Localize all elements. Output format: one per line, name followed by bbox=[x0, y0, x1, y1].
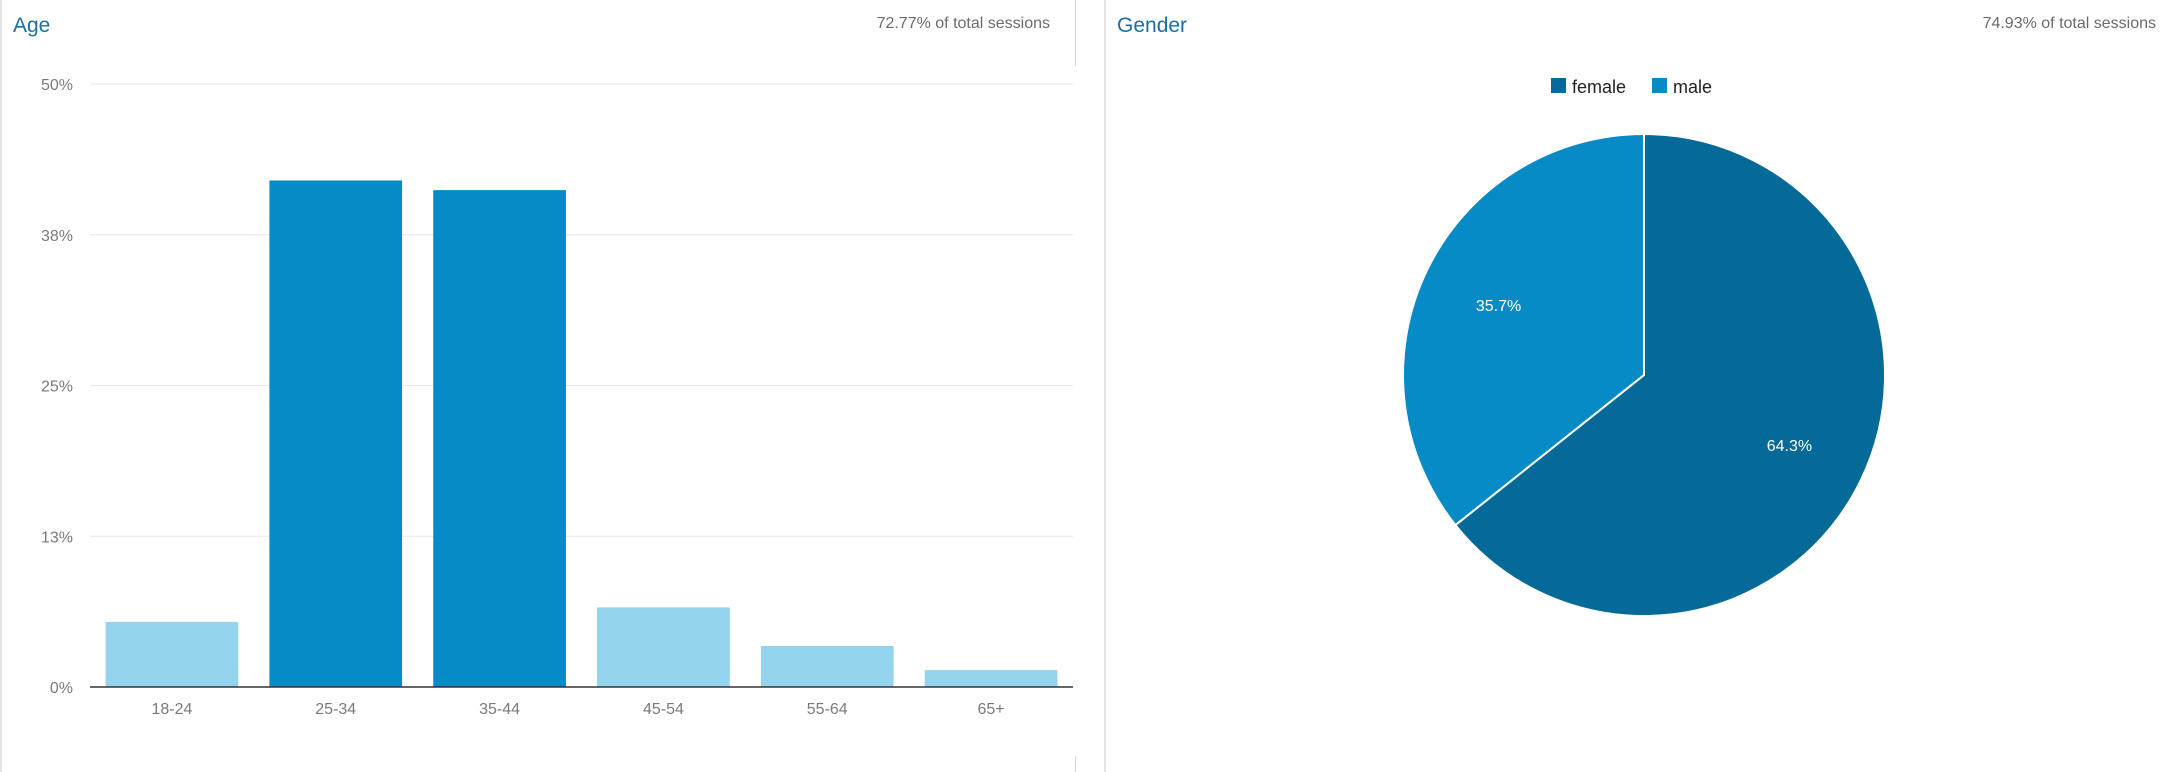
gender-subtitle: 74.93% of total sessions bbox=[1982, 15, 2156, 32]
y-tick-label: 38% bbox=[41, 228, 73, 245]
gender-panel: Gender 74.93% of total sessions female ma… bbox=[1104, 0, 2178, 772]
panel-divider-top bbox=[1075, 0, 1076, 66]
legend-label-female[interactable]: female bbox=[1572, 77, 1626, 97]
bar-45-54[interactable] bbox=[597, 607, 730, 687]
bar-55-64[interactable] bbox=[760, 645, 894, 687]
age-bar-chart: 0% 13% 25% 38% 50% 18-24 25-34 35-44 45-54 55-64 6… bbox=[41, 77, 1073, 718]
legend-label-male[interactable]: male bbox=[1673, 77, 1712, 97]
pie-slice-male[interactable] bbox=[1402, 132, 1645, 527]
age-title: Age bbox=[13, 14, 51, 37]
bar-35-44[interactable] bbox=[433, 190, 566, 688]
legend-swatch-male bbox=[1652, 78, 1667, 93]
pie-value-label: 64.3% bbox=[1767, 438, 1812, 455]
pie-value-label: 35.7% bbox=[1476, 298, 1521, 315]
gender-pie-chart: female male 64.3% 35.7% bbox=[1402, 77, 1886, 617]
y-tick-label: 25% bbox=[41, 379, 73, 396]
x-tick-label: 45-54 bbox=[643, 701, 684, 718]
x-tick-label: 35-44 bbox=[479, 701, 520, 718]
y-tick-label: 0% bbox=[50, 680, 73, 697]
pie-slice-female[interactable] bbox=[1454, 132, 1886, 617]
panel-divider-bottom bbox=[1075, 756, 1076, 772]
age-subtitle: 72.77% of total sessions bbox=[876, 15, 1050, 32]
x-tick-label: 65+ bbox=[978, 701, 1005, 718]
bar-65+[interactable] bbox=[924, 670, 1058, 687]
legend-swatch-female bbox=[1551, 78, 1566, 93]
age-panel: Age 72.77% of total sessions 0% 13% 25% 38%… bbox=[0, 0, 1076, 772]
x-tick-label: 18-24 bbox=[151, 701, 192, 718]
x-tick-label: 25-34 bbox=[315, 701, 356, 718]
bar-25-34[interactable] bbox=[269, 180, 403, 688]
x-tick-label: 55-64 bbox=[807, 701, 848, 718]
gender-title: Gender bbox=[1117, 14, 1188, 37]
y-tick-label: 13% bbox=[41, 529, 73, 546]
y-tick-label: 50% bbox=[41, 77, 73, 94]
bar-18-24[interactable] bbox=[105, 621, 239, 687]
